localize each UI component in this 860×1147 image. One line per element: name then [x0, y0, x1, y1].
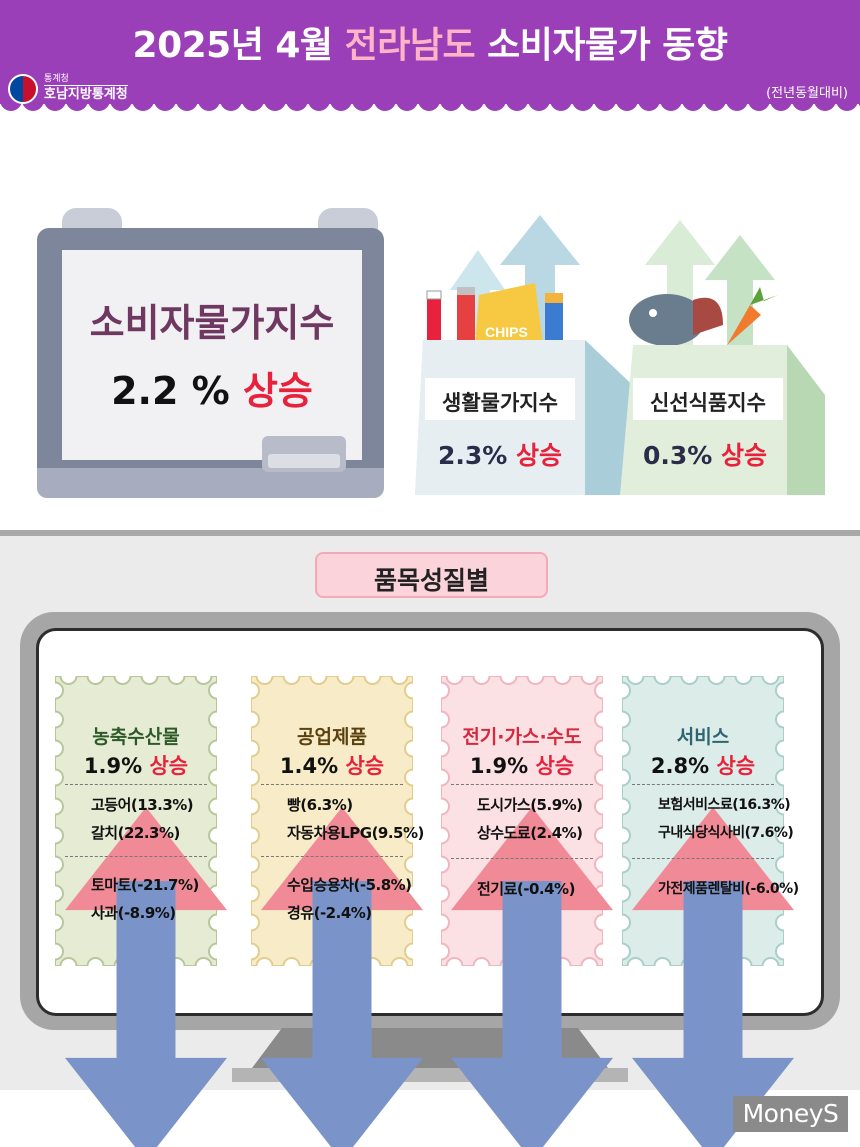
eraser-icon	[262, 436, 346, 472]
up-item: 보험서비스료(16.3%)	[658, 797, 791, 813]
category-value-number: 1.4%	[279, 754, 346, 778]
category-value-number: 1.9%	[469, 754, 536, 778]
up-item: 갈치(22.3%)	[91, 824, 180, 842]
cpi-value: 2.2 % 상승	[62, 360, 362, 415]
category-trend: 상승	[716, 754, 756, 778]
up-item: 구내식당식사비(7.6%)	[658, 825, 794, 841]
down-item: 사과(-8.9%)	[91, 904, 176, 922]
rising-arrow-icon	[450, 215, 580, 340]
down-item: 경유(-2.4%)	[287, 904, 372, 922]
category-value: 1.9% 상승	[55, 750, 217, 780]
fresh-index-value: 0.3% 상승	[615, 436, 795, 472]
living-index-trend: 상승	[516, 441, 563, 470]
card-divider	[632, 784, 774, 785]
title-region: 전라남도	[344, 25, 476, 66]
title-suffix: 소비자물가 동향	[475, 25, 728, 66]
agency-logo: 통계청 호남지방통계청	[8, 74, 128, 104]
category-value: 1.4% 상승	[251, 750, 413, 780]
fresh-index-label: 신선식품지수	[633, 378, 783, 420]
fresh-index-number: 0.3%	[642, 441, 722, 470]
up-item: 도시가스(5.9%)	[477, 796, 583, 814]
card-divider	[451, 858, 593, 859]
down-item: 전기료(-0.4%)	[477, 880, 575, 898]
card-divider	[65, 784, 207, 785]
up-item: 빵(6.3%)	[287, 796, 353, 814]
card-divider	[65, 856, 207, 857]
down-item: 토마토(-21.7%)	[91, 876, 199, 894]
category-value-number: 2.8%	[650, 754, 717, 778]
down-item: 가전제품렌탈비(-6.0%)	[658, 881, 799, 897]
card-divider	[632, 858, 774, 859]
up-item: 상수도료(2.4%)	[477, 824, 583, 842]
household-goods-icon: CHIPS	[426, 283, 563, 345]
card-divider	[261, 856, 403, 857]
category-name: 공업제품	[297, 726, 367, 748]
category-value: 2.8% 상승	[622, 750, 784, 780]
down-arrow-icon	[65, 881, 227, 1147]
category-name: 전기·가스·수도	[462, 726, 582, 748]
category-card-agri: 농축수산물 1.9% 상승 고등어(13.3%) 갈치(22.3%) 토마토(-…	[55, 676, 227, 1147]
whiteboard-ledge	[37, 468, 384, 498]
cpi-value-number: 2.2 %	[111, 369, 243, 413]
title-prefix: 2025년 4월	[132, 25, 345, 66]
agency-office: 호남지방통계청	[44, 85, 128, 103]
publisher-watermark: MoneyS	[733, 1096, 848, 1132]
agency-parent: 통계청	[44, 74, 69, 85]
living-index-number: 2.3%	[437, 441, 517, 470]
card-divider	[451, 784, 593, 785]
cpi-title: 소비자물가지수	[89, 301, 335, 345]
card-divider	[261, 784, 403, 785]
down-arrow-icon	[632, 881, 794, 1147]
agency-name: 통계청 호남지방통계청	[44, 75, 128, 102]
category-value: 1.9% 상승	[441, 750, 603, 780]
fresh-food-icon	[629, 287, 778, 346]
header-banner	[0, 0, 860, 104]
header-scallop-edge	[0, 96, 860, 111]
bag-fresh-food	[620, 345, 825, 495]
category-card-industrial: 공업제품 1.4% 상승 빵(6.3%) 자동차용LPG(9.5%) 수입승용차…	[251, 676, 424, 1147]
category-name: 서비스	[676, 726, 730, 748]
category-card-services: 서비스 2.8% 상승 보험서비스료(16.3%) 구내식당식사비(7.6%) …	[622, 676, 799, 1147]
fresh-index-trend: 상승	[721, 441, 768, 470]
section-title: 품목성질별	[315, 552, 548, 598]
down-arrow-icon	[261, 881, 423, 1147]
category-trend: 상승	[535, 754, 575, 778]
whiteboard-surface	[62, 250, 362, 460]
category-name: 농축수산물	[92, 726, 180, 748]
category-trend: 상승	[149, 754, 189, 778]
category-trend: 상승	[345, 754, 385, 778]
rising-arrow-icon-2	[645, 220, 775, 345]
cpi-trend: 상승	[242, 369, 313, 413]
up-item: 자동차용LPG(9.5%)	[287, 824, 424, 842]
up-item: 고등어(13.3%)	[91, 796, 194, 814]
taegeuk-icon	[8, 74, 38, 104]
chips-label: CHIPS	[485, 324, 528, 340]
down-item: 수입승용차(-5.8%)	[287, 876, 412, 894]
page-title: 2025년 4월 전라남도 소비자물가 동향	[0, 16, 860, 68]
category-value-number: 1.9%	[83, 754, 150, 778]
down-arrow-icon	[451, 881, 613, 1147]
category-card-utilities: 전기·가스·수도 1.9% 상승 도시가스(5.9%) 상수도료(2.4%) 전…	[441, 676, 613, 1147]
living-index-label: 생활물가지수	[425, 378, 575, 420]
comparison-note: (전년동월대비)	[766, 86, 848, 101]
living-index-value: 2.3% 상승	[410, 436, 590, 472]
